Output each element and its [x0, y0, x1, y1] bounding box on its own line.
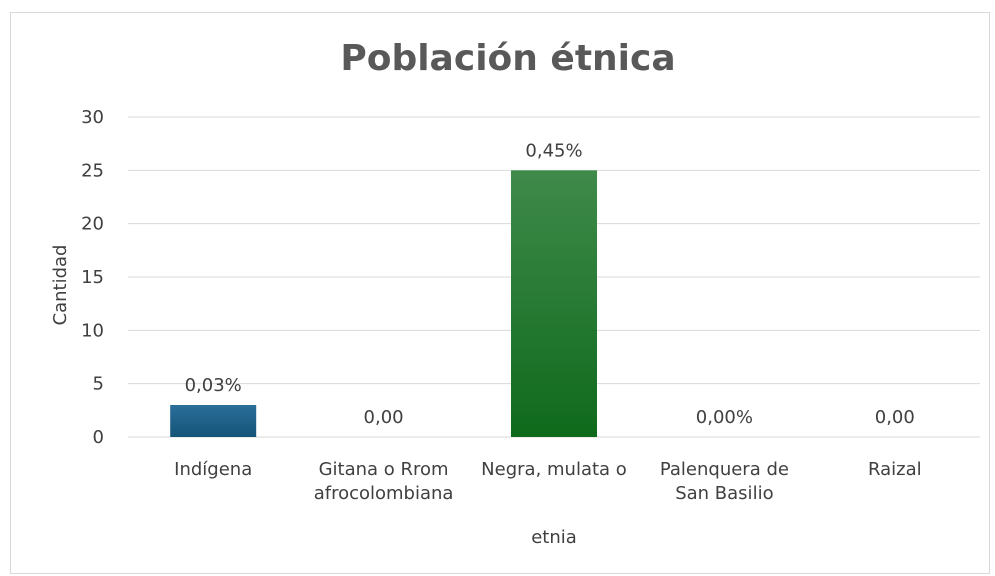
- data-labels: 0,03% 0,00 0,45% 0,00% 0,00: [185, 140, 915, 428]
- x-axis-title: etnia: [531, 527, 577, 548]
- y-tick-label: 30: [81, 107, 104, 128]
- y-tick-label: 5: [93, 374, 104, 395]
- chart-area: [10, 12, 990, 574]
- bar: [170, 405, 257, 437]
- y-tick-label: 0: [93, 427, 104, 448]
- y-tick-label: 15: [81, 267, 104, 288]
- x-tick-label: Negra, mulata o: [481, 459, 627, 480]
- y-axis-ticks: 0 5 10 15 20 25 30: [81, 107, 104, 448]
- bars: [170, 170, 597, 438]
- chart-title: Población étnica: [340, 38, 675, 79]
- y-tick-label: 25: [81, 160, 104, 181]
- x-tick-label: San Basilio: [675, 483, 773, 504]
- data-label: 0,45%: [525, 140, 582, 161]
- data-label: 0,00: [364, 407, 404, 428]
- y-tick-label: 20: [81, 214, 104, 235]
- data-label: 0,00%: [696, 407, 753, 428]
- x-tick-label: afrocolombiana: [314, 483, 454, 504]
- bar: [511, 170, 597, 438]
- x-tick-label: Gitana o Rrom: [319, 459, 449, 480]
- data-label: 0,00: [875, 407, 915, 428]
- x-axis-labels: Indígena Gitana o Rrom afrocolombiana Negra…: [174, 459, 921, 504]
- y-axis-title: Cantidad: [50, 245, 71, 326]
- x-tick-label: Palenquera de: [660, 459, 789, 480]
- x-tick-label: Indígena: [174, 459, 252, 480]
- x-tick-label: Raizal: [868, 459, 922, 480]
- data-label: 0,03%: [185, 375, 242, 396]
- y-tick-label: 10: [81, 320, 104, 341]
